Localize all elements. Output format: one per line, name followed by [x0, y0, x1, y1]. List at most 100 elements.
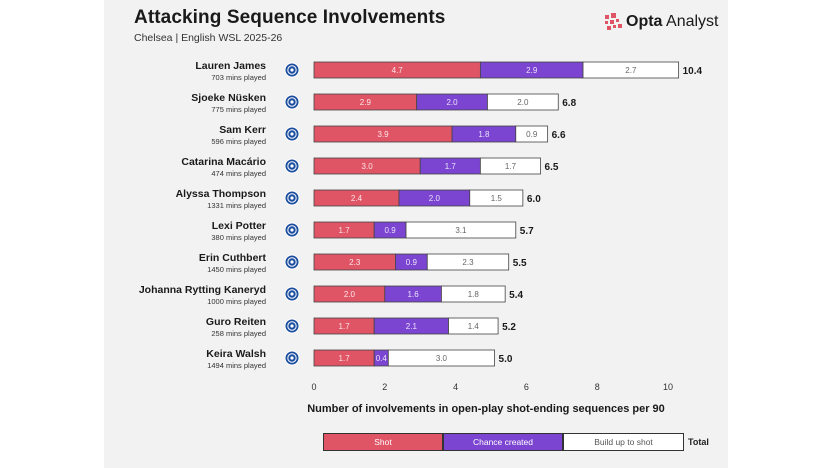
bar-segment-build-up [487, 93, 559, 111]
legend-build-up: Build up to shot [563, 433, 684, 451]
data-label-shot: 3.9 [377, 130, 389, 139]
chart-subtitle: Chelsea | English WSL 2025-26 [134, 32, 283, 44]
data-label-shot: 3.0 [362, 162, 374, 171]
chart-card: Attacking Sequence Involvements Chelsea … [104, 0, 728, 468]
chelsea-badge-center [290, 132, 294, 136]
player-name: Lexi Potter [212, 220, 266, 232]
player-name: Sjoeke Nüsken [191, 92, 266, 104]
data-label-shot: 4.7 [392, 66, 404, 75]
bar-total: 6.6 [552, 130, 566, 141]
data-label-chance-created: 2.1 [406, 322, 418, 331]
chelsea-badge-center [290, 100, 294, 104]
data-label-chance-created: 0.9 [385, 226, 397, 235]
chelsea-badge-inner-ring [287, 353, 297, 363]
player-minutes: 703 mins played [211, 73, 266, 82]
chelsea-badge-center [290, 356, 294, 360]
bar-segment-build-up [515, 125, 549, 143]
brand-name: Opta Analyst [626, 13, 719, 30]
chelsea-badge-inner-ring [287, 97, 297, 107]
data-label-chance-created: 1.8 [478, 130, 490, 139]
bar-total: 5.0 [499, 354, 513, 365]
player-name: Guro Reiten [206, 316, 266, 328]
player-name: Catarina Macário [181, 156, 266, 168]
data-label-chance-created: 2.0 [446, 98, 458, 107]
data-label-build-up: 2.7 [625, 66, 637, 75]
data-label-build-up: 1.8 [468, 290, 480, 299]
bar-segment-build-up [448, 317, 499, 335]
data-label-shot: 1.7 [339, 226, 351, 235]
x-tick-label: 4 [453, 382, 458, 392]
player-name: Lauren James [195, 60, 266, 72]
player-minutes: 1331 mins played [207, 201, 266, 210]
player-minutes: 1000 mins played [207, 297, 266, 306]
chelsea-badge-inner-ring [287, 225, 297, 235]
player-minutes: 1450 mins played [207, 265, 266, 274]
data-label-build-up: 2.3 [462, 258, 474, 267]
data-label-build-up: 0.9 [526, 130, 538, 139]
data-label-build-up: 1.7 [505, 162, 517, 171]
data-label-chance-created: 0.9 [406, 258, 418, 267]
bar-total: 5.7 [520, 226, 534, 237]
player-minutes: 258 mins played [211, 329, 266, 338]
opta-analyst-logo: Opta Analyst [604, 12, 724, 36]
legend: Shot Chance created Build up to shot [323, 433, 684, 451]
bar-total: 6.8 [562, 98, 576, 109]
player-name: Alyssa Thompson [176, 188, 266, 200]
data-label-chance-created: 1.6 [408, 290, 420, 299]
data-label-chance-created: 1.7 [445, 162, 457, 171]
bar-total: 10.4 [683, 66, 703, 77]
chelsea-badge-center [290, 324, 294, 328]
x-tick-label: 2 [382, 382, 387, 392]
x-tick-label: 10 [663, 382, 673, 392]
chelsea-badge-center [290, 260, 294, 264]
bar-total: 5.5 [513, 258, 527, 269]
chelsea-badge-inner-ring [287, 257, 297, 267]
chelsea-badge-inner-ring [287, 193, 297, 203]
player-minutes: 1494 mins played [207, 361, 266, 370]
bar-total: 6.5 [545, 162, 559, 173]
data-label-shot: 2.9 [360, 98, 372, 107]
data-label-shot: 2.3 [349, 258, 361, 267]
chelsea-badge-center [290, 164, 294, 168]
legend-chance-created: Chance created [443, 433, 563, 451]
player-minutes: 474 mins played [211, 169, 266, 178]
player-name: Sam Kerr [219, 124, 266, 136]
chelsea-badge-inner-ring [287, 321, 297, 331]
data-label-build-up: 2.0 [517, 98, 529, 107]
player-minutes: 596 mins played [211, 137, 266, 146]
data-label-build-up: 1.4 [468, 322, 480, 331]
chelsea-badge-center [290, 292, 294, 296]
bar-segment-build-up [582, 61, 680, 79]
data-label-shot: 1.7 [339, 354, 351, 363]
opta-logo-icon [605, 13, 622, 30]
chart-title: Attacking Sequence Involvements [134, 7, 446, 28]
data-label-shot: 2.4 [351, 194, 363, 203]
data-label-build-up: 1.5 [491, 194, 503, 203]
chelsea-badge-inner-ring [287, 129, 297, 139]
bar-total: 5.4 [509, 290, 523, 301]
chelsea-badge-center [290, 68, 294, 72]
bar-total: 6.0 [527, 194, 541, 205]
player-name: Erin Cuthbert [199, 252, 267, 264]
x-tick-label: 0 [311, 382, 316, 392]
data-label-shot: 2.0 [344, 290, 356, 299]
data-label-shot: 1.7 [339, 322, 351, 331]
x-axis-label: Number of involvements in open-play shot… [307, 403, 665, 415]
bar-segment-build-up [405, 221, 517, 239]
bar-segment-build-up [469, 189, 524, 207]
chelsea-badge-center [290, 228, 294, 232]
chelsea-badge-inner-ring [287, 161, 297, 171]
bar-segment-build-up [479, 157, 541, 175]
chelsea-badge-inner-ring [287, 65, 297, 75]
data-label-build-up: 3.1 [455, 226, 467, 235]
x-tick-label: 8 [595, 382, 600, 392]
data-label-chance-created: 2.0 [429, 194, 441, 203]
x-tick-label: 6 [524, 382, 529, 392]
bar-segment-build-up [441, 285, 506, 303]
player-name: Johanna Rytting Kaneryd [139, 284, 266, 296]
chelsea-badge-inner-ring [287, 289, 297, 299]
data-label-chance-created: 2.9 [526, 66, 538, 75]
bar-total: 5.2 [502, 322, 516, 333]
data-label-chance-created: 0.4 [376, 354, 388, 363]
